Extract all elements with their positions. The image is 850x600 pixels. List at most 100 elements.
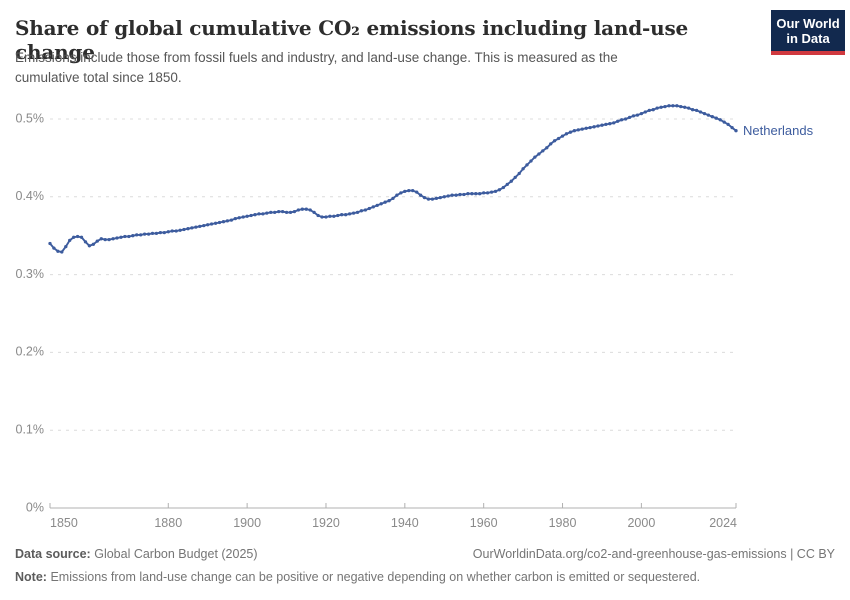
data-point [383, 200, 387, 204]
data-point [371, 205, 375, 209]
data-point [174, 229, 178, 233]
x-axis-tick-label: 1880 [154, 516, 182, 530]
data-point [399, 191, 403, 195]
data-point [233, 216, 237, 221]
data-point [493, 189, 498, 194]
data-point [418, 193, 423, 197]
data-point [253, 213, 257, 217]
data-point [687, 106, 691, 110]
y-axis-tick-label: 0% [26, 500, 44, 514]
x-axis-tick-label: 1920 [312, 516, 340, 530]
data-point [537, 152, 541, 156]
data-point [478, 192, 482, 196]
data-point [340, 213, 344, 217]
data-point [446, 194, 450, 198]
data-point [178, 228, 182, 232]
data-point [154, 231, 159, 236]
data-point [635, 113, 640, 117]
data-point [99, 237, 103, 241]
data-point [359, 209, 364, 213]
data-point [395, 193, 399, 197]
data-point [466, 192, 470, 196]
data-point [237, 216, 241, 220]
data-point [194, 225, 198, 229]
data-point [72, 235, 76, 239]
data-point [308, 208, 312, 212]
netherlands-line[interactable] [49, 104, 737, 253]
y-axis-tick-label: 0.4% [16, 189, 45, 203]
data-point [225, 219, 230, 223]
data-point [64, 244, 68, 249]
owid-logo[interactable]: Our World in Data [771, 10, 845, 55]
data-point [170, 229, 174, 233]
data-point [111, 237, 115, 241]
data-point [119, 235, 123, 239]
data-point [430, 197, 435, 201]
footer-url[interactable]: OurWorldinData.org/co2-and-greenhouse-ga… [472, 547, 835, 561]
data-point [146, 232, 151, 236]
data-point [217, 220, 222, 225]
data-point [509, 179, 513, 183]
data-point [328, 214, 332, 218]
data-point [655, 106, 659, 110]
x-axis-tick-label: 2024 [709, 516, 737, 530]
data-point [564, 132, 569, 136]
data-point [600, 123, 604, 127]
data-point [706, 113, 711, 117]
data-point [620, 118, 624, 122]
data-point [355, 210, 360, 215]
chart-title: Share of global cumulative CO₂ emissions… [15, 16, 689, 64]
data-point [533, 155, 537, 159]
data-point [249, 213, 253, 218]
data-point [521, 167, 525, 171]
data-point [257, 212, 261, 216]
series-label-netherlands[interactable]: Netherlands [743, 123, 814, 138]
line-chart-svg[interactable]: 0% 0.1% 0.2% 0.3% 0.4% 0.5% 1850 1880 1900 1920 19… [0, 0, 850, 540]
data-point [288, 210, 293, 215]
x-axis-tick-label: 1900 [233, 516, 261, 530]
data-point [284, 210, 289, 215]
data-point [166, 230, 170, 234]
data-point [505, 182, 509, 187]
x-axis-tick-label: 1940 [391, 516, 419, 530]
data-point [202, 223, 206, 228]
data-point [206, 223, 210, 227]
data-point [209, 222, 214, 226]
data-point [387, 199, 391, 203]
data-point [604, 122, 608, 127]
data-point [679, 104, 683, 109]
data-point [470, 192, 474, 196]
data-point [68, 238, 72, 243]
data-point [580, 127, 584, 131]
data-point [529, 159, 533, 163]
data-point [198, 224, 202, 229]
data-point [407, 188, 411, 193]
data-point [367, 206, 371, 211]
data-point [304, 207, 308, 211]
data-point [663, 104, 667, 109]
y-axis-tick-label: 0.5% [16, 111, 45, 125]
data-point [91, 242, 96, 246]
data-point [734, 129, 738, 133]
data-point [667, 104, 671, 108]
data-point [131, 234, 135, 238]
data-point [592, 125, 596, 129]
data-point [316, 213, 320, 218]
data-point [545, 146, 549, 150]
data-point [245, 214, 249, 218]
data-point [616, 119, 620, 123]
data-point [552, 139, 557, 143]
data-point [158, 230, 163, 235]
data-point [726, 122, 730, 127]
data-point [698, 110, 703, 114]
data-point [142, 232, 147, 236]
data-point [422, 195, 427, 200]
data-point [671, 104, 675, 108]
data-point [450, 193, 454, 197]
data-point [485, 191, 490, 195]
x-axis-tick-label: 1850 [50, 516, 78, 530]
data-point [312, 210, 316, 215]
data-point [474, 192, 478, 196]
data-point [651, 108, 655, 112]
